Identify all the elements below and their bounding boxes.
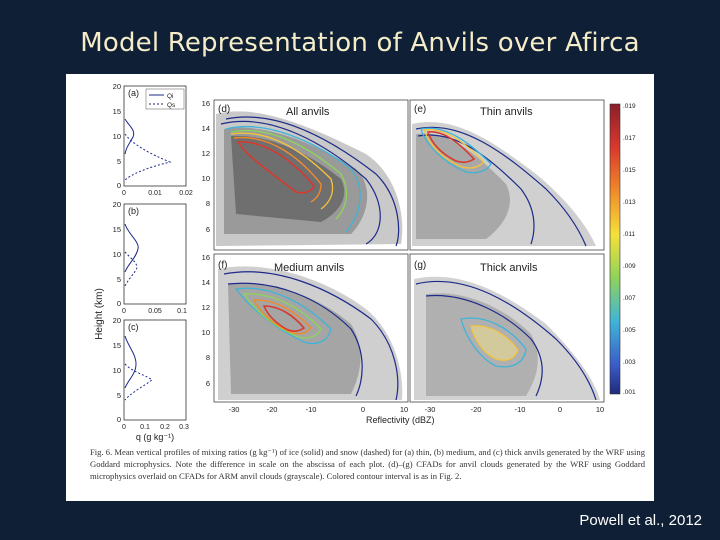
slide-title: Model Representation of Anvils over Afir… — [80, 28, 640, 58]
cfad-xtick: 0 — [361, 405, 365, 414]
cfad-title-f: Medium anvils — [274, 262, 345, 274]
cfad-ytick: 16 — [202, 253, 210, 262]
colorbar-tick: .005 — [623, 327, 636, 334]
cfad-xtick: -10 — [306, 405, 317, 414]
panel-label-c: (c) — [128, 322, 139, 332]
profile-panel-b: (b) 20 15 10 5 0 0 0.05 0.1 — [113, 200, 187, 315]
cfad-title-e: Thin anvils — [480, 106, 533, 118]
cfad-ytick: 8 — [206, 353, 210, 362]
panel-label-b: (b) — [128, 206, 139, 216]
ytick: 5 — [117, 275, 121, 284]
cfad-label-g: (g) — [414, 260, 426, 271]
xtick: 0.1 — [177, 308, 187, 315]
ytick: 20 — [113, 316, 121, 325]
cfad-ytick: 10 — [202, 328, 210, 337]
ytick: 10 — [113, 132, 121, 141]
cfad-xtick: 10 — [596, 405, 604, 414]
cfad-panel-g: (g) Thick anvils — [409, 253, 605, 403]
cfad-label-e: (e) — [414, 104, 426, 115]
xtick: 0.1 — [140, 424, 150, 431]
colorbar-tick: .019 — [623, 103, 636, 110]
ytick: 15 — [113, 225, 121, 234]
ytick: 20 — [113, 82, 121, 91]
cfad-ytick: 14 — [202, 124, 210, 133]
colorbar-tick: .009 — [623, 263, 636, 270]
cfad-xtick: -30 — [229, 405, 240, 414]
colorbar-tick: .017 — [623, 135, 636, 142]
cfad-ytick: 8 — [206, 199, 210, 208]
cfad-ytick: 12 — [202, 149, 210, 158]
ytick: 20 — [113, 200, 121, 209]
cfad-xtick: 0 — [558, 405, 562, 414]
cfad-panel-f: (f) Medium anvils — [213, 253, 409, 403]
ytick: 5 — [117, 391, 121, 400]
cfad-label-d: (d) — [218, 104, 230, 115]
ytick: 0 — [117, 415, 121, 424]
xtick: 0.01 — [148, 190, 162, 197]
ytick: 10 — [113, 366, 121, 375]
cfad-xtick: -20 — [471, 405, 482, 414]
xtick: 0 — [122, 308, 126, 315]
profile-panel-a: (a) 20 15 10 5 0 0 0.01 0.02 Qi Qs — [113, 82, 193, 197]
figure-caption: Fig. 6. Mean vertical profiles of mixing… — [90, 447, 645, 481]
cfad-panel-e: (e) Thin anvils — [409, 99, 605, 251]
ytick: 15 — [113, 341, 121, 350]
ytick: 0 — [117, 299, 121, 308]
left-ylabel: Height (km) — [94, 288, 105, 340]
figure-image: Height (km) (a) 20 15 10 5 0 0 0.01 0.02… — [66, 74, 654, 501]
colorbar-tick: .003 — [623, 359, 636, 366]
cfad-xlabel: Reflectivity (dBZ) — [366, 415, 435, 425]
colorbar-tick: .015 — [623, 167, 636, 174]
cfad-ytick: 10 — [202, 174, 210, 183]
colorbar: .019 .017 .015 .013 .011 .009 .007 .005 … — [609, 103, 636, 396]
xtick: 0.02 — [179, 190, 193, 197]
xtick: 0.2 — [160, 424, 170, 431]
cfad-ytick: 14 — [202, 278, 210, 287]
cfad-ytick: 6 — [206, 379, 210, 388]
cfad-ytick: 6 — [206, 225, 210, 234]
colorbar-tick: .007 — [623, 295, 636, 302]
ytick: 10 — [113, 250, 121, 259]
cfad-xtick: -30 — [425, 405, 436, 414]
legend-qi: Qi — [167, 93, 174, 100]
cfad-xtick: -10 — [515, 405, 526, 414]
cfad-panel-d: (d) All anvils — [213, 99, 409, 251]
xtick: 0.05 — [148, 308, 162, 315]
cfad-ytick: 12 — [202, 303, 210, 312]
cfad-ytick: 16 — [202, 99, 210, 108]
colorbar-tick: .013 — [623, 199, 636, 206]
cfad-xtick: 10 — [400, 405, 408, 414]
citation-credit: Powell et al., 2012 — [579, 512, 702, 529]
xtick: 0 — [122, 190, 126, 197]
xtick: 0 — [122, 424, 126, 431]
cfad-title-g: Thick anvils — [480, 262, 538, 274]
profile-panel-c: (c) 20 15 10 5 0 0 0.1 0.2 0.3 q (g kg⁻¹… — [113, 316, 189, 442]
colorbar-tick: .001 — [623, 389, 636, 396]
left-xlabel: q (g kg⁻¹) — [136, 432, 174, 442]
ytick: 0 — [117, 181, 121, 190]
cfad-label-f: (f) — [218, 260, 227, 271]
cfad-xtick: -20 — [267, 405, 278, 414]
panel-label-a: (a) — [128, 88, 139, 98]
legend-qs: Qs — [167, 102, 176, 109]
cfad-title-d: All anvils — [286, 106, 330, 118]
figure-graphic: Height (km) (a) 20 15 10 5 0 0 0.01 0.02… — [94, 82, 636, 442]
ytick: 15 — [113, 107, 121, 116]
xtick: 0.3 — [179, 424, 189, 431]
colorbar-tick: .011 — [623, 231, 636, 238]
ytick: 5 — [117, 157, 121, 166]
